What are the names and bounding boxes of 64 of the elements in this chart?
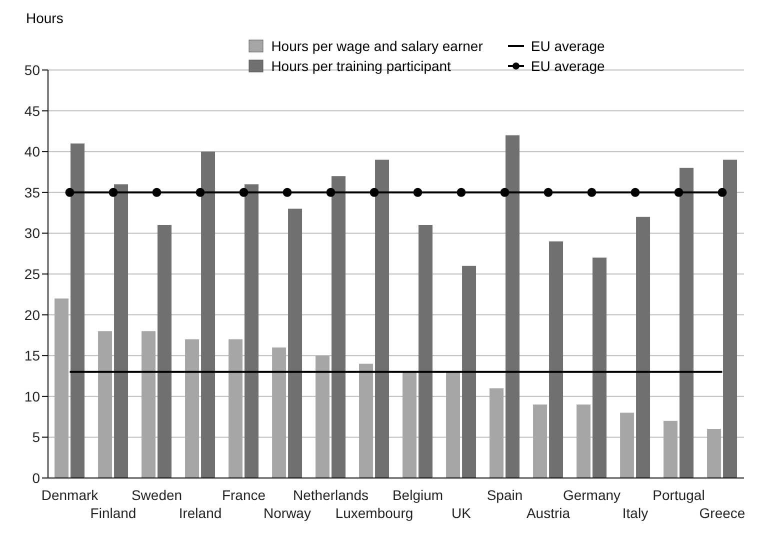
bar	[114, 184, 128, 478]
bar	[707, 429, 722, 478]
legend-label: Hours per wage and salary earner	[270, 37, 483, 56]
y-axis-title: Hours	[26, 10, 64, 26]
bar	[142, 331, 156, 478]
y-tick-label: 0	[32, 470, 40, 486]
x-tick-label: Luxembourg	[335, 505, 414, 521]
bar	[70, 143, 85, 478]
bar	[490, 388, 504, 478]
bar	[272, 347, 286, 478]
bar	[244, 184, 259, 478]
legend-label: EU average	[530, 37, 605, 56]
bar	[723, 160, 738, 478]
x-tick-label: UK	[452, 505, 472, 521]
y-tick-label: 25	[24, 266, 40, 282]
x-tick-label: Ireland	[178, 505, 222, 521]
y-tick-label: 40	[24, 144, 40, 160]
bar	[228, 339, 243, 478]
bar	[158, 225, 172, 478]
x-tick-label: Belgium	[392, 487, 444, 503]
bar	[620, 412, 634, 478]
x-tick-label: Sweden	[131, 487, 182, 503]
y-tick-label: 10	[24, 388, 40, 404]
bar	[446, 372, 460, 478]
bar	[201, 152, 216, 478]
bar	[533, 404, 548, 478]
y-tick-label: 30	[24, 225, 40, 242]
bar	[288, 208, 302, 478]
x-tick-label: Finland	[90, 505, 136, 521]
x-tick-label: Italy	[622, 505, 648, 521]
bar	[636, 216, 650, 478]
x-tick-label: Greece	[699, 505, 746, 521]
y-tick-label: 50	[24, 62, 40, 78]
x-tick-label: Norway	[264, 505, 311, 521]
y-tick-label: 20	[24, 306, 40, 323]
bar	[332, 176, 346, 478]
bar	[506, 135, 520, 478]
x-tick-label: Portugal	[652, 487, 705, 503]
bar	[592, 258, 607, 478]
legend-label: Hours per training participant	[270, 57, 452, 76]
bar	[54, 298, 69, 478]
legend-label: EU average	[530, 57, 605, 76]
bar	[375, 160, 390, 478]
bar	[664, 420, 678, 478]
bar	[98, 331, 112, 478]
bar	[316, 356, 330, 478]
x-tick-label: Netherlands	[293, 487, 368, 503]
x-tick-label: Germany	[562, 487, 621, 503]
y-tick-label: 45	[24, 102, 40, 119]
x-tick-label: France	[222, 487, 266, 503]
bar	[462, 266, 476, 478]
x-tick-label: Denmark	[41, 487, 100, 503]
y-tick-label: 5	[32, 429, 40, 446]
bar	[359, 364, 374, 478]
bar	[402, 372, 417, 478]
x-tick-label: Spain	[486, 487, 523, 503]
bar	[576, 404, 591, 478]
y-tick-label: 35	[24, 184, 40, 200]
bar	[549, 241, 564, 478]
x-tick-label: Austria	[526, 505, 570, 521]
y-tick-label: 15	[24, 348, 40, 364]
bar	[185, 339, 200, 478]
bar	[418, 225, 433, 478]
bar	[680, 168, 694, 478]
